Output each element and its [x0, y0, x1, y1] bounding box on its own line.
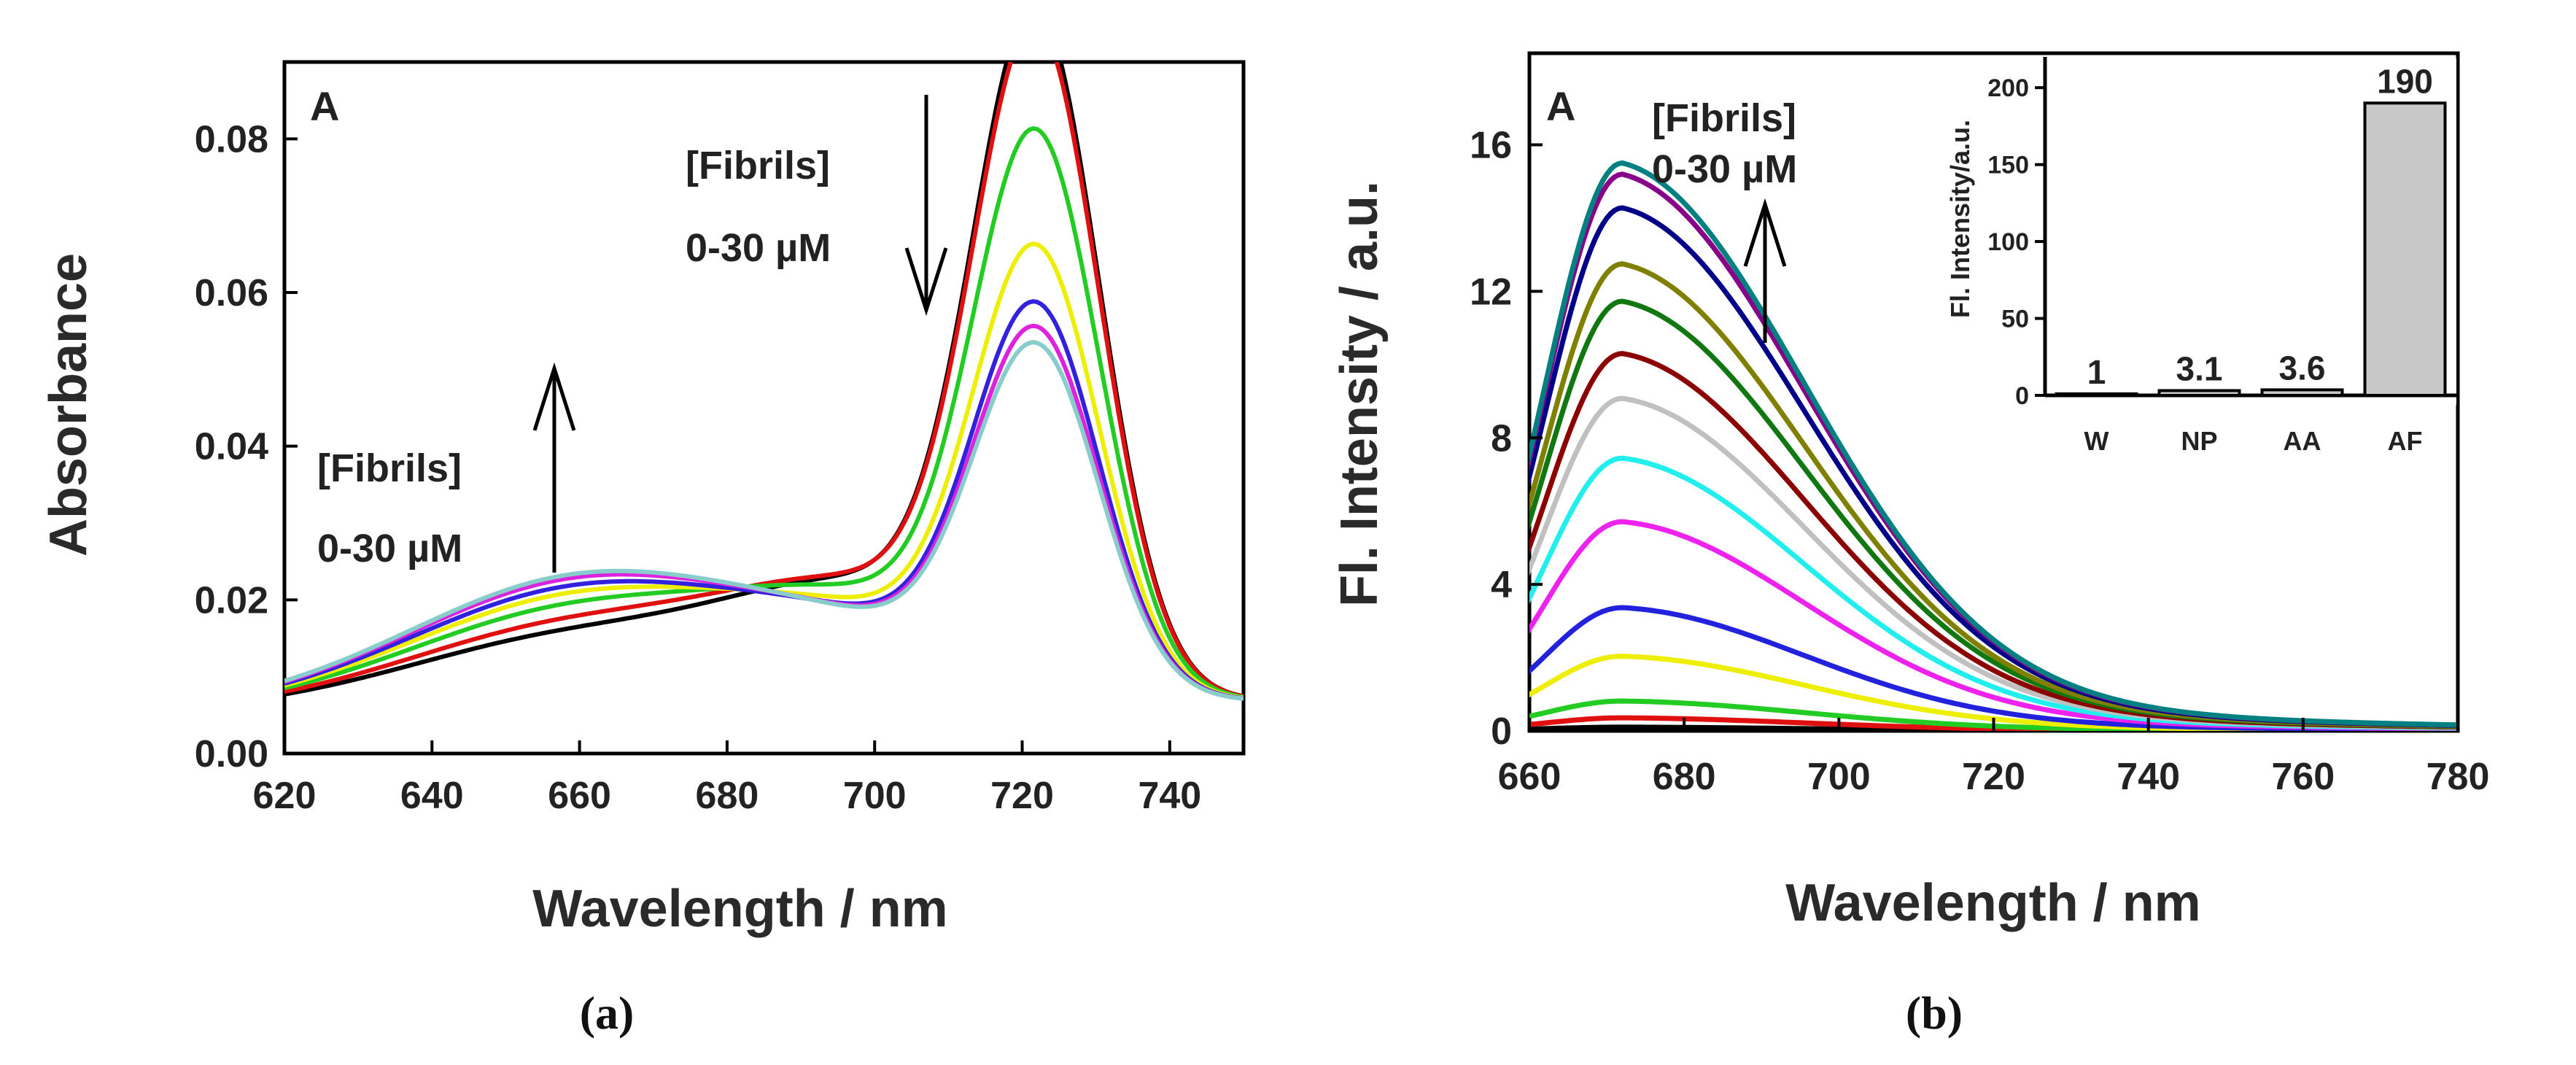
chart-a-y-tick-label: 0.00 — [195, 733, 268, 775]
chart-a-annotation-range-top: 0-30 µM — [686, 226, 831, 270]
chart-a-y-tick-label: 0.08 — [195, 118, 268, 160]
chart-b-x-axis-label: Wavelength / nm — [1785, 874, 2200, 932]
inset-category-label: NP — [2181, 426, 2217, 456]
inset-bar-value-label: 3.6 — [2279, 349, 2326, 387]
chart-a-y-axis-label: Absorbance — [39, 253, 98, 557]
inset-bars: 1 W 3.1 NP 3.6 AA 190 AF — [2055, 62, 2447, 456]
chart-b-y-ticks: 0 4 8 12 16 — [1470, 125, 1543, 753]
chart-a-annotation-fibrils-top: [Fibrils] — [686, 144, 830, 187]
inset-y-tick-label: 150 — [1987, 152, 2029, 179]
chart-b-series-line — [1529, 395, 2458, 730]
chart-a-plot-frame — [282, 60, 1246, 756]
chart-a-panel-letter: A — [310, 83, 339, 129]
chart-b-annotation-fibrils: [Fibrils] — [1652, 96, 1796, 140]
inset-bar — [2157, 389, 2241, 397]
chart-b-x-tick-label: 760 — [2271, 756, 2335, 798]
chart-b-x-tick-label: 680 — [1653, 756, 1716, 798]
inset-y-tick-label: 100 — [1987, 228, 2029, 256]
chart-a-x-tick-label: 680 — [696, 775, 759, 817]
chart-b-series-line — [1529, 519, 2458, 731]
chart-b-y-tick-label: 8 — [1491, 417, 1512, 460]
chart-b-y-tick-label: 16 — [1470, 125, 1512, 167]
chart-b-y-tick-label: 4 — [1491, 564, 1512, 606]
chart-a: 620 640 660 680 700 720 740 0.000.020.040.060.… — [39, 60, 1246, 938]
chart-a-annotation-range-left: 0-30 µM — [317, 527, 462, 570]
chart-b-x-tick-label: 660 — [1498, 756, 1561, 798]
chart-a-x-tick-label: 660 — [548, 775, 611, 817]
chart-b: 660 680 700 720 740 760 780 0 4 8 12 16 A [Fibrils… — [1330, 51, 2490, 932]
caption-a: (a) — [580, 987, 635, 1039]
chart-a-x-axis-label: Wavelength / nm — [532, 880, 947, 938]
chart-a-x-tick-label: 720 — [990, 775, 1054, 817]
caption-b: (b) — [1906, 987, 1963, 1039]
inset-bar-value-label: 190 — [2377, 62, 2433, 100]
chart-a-x-tick-label: 640 — [400, 775, 464, 817]
up-arrow-icon — [532, 362, 576, 573]
chart-a-y-tick-label: 0.02 — [195, 579, 268, 621]
chart-a-y-ticks: 0.00 0.02 0.04 0.06 0.08 — [195, 118, 298, 775]
chart-a-x-tick-label: 700 — [843, 775, 907, 817]
inset-y-axis-label: Fl. Intensity/a.u. — [1945, 120, 1975, 318]
chart-b-x-ticks: 660 680 700 720 740 760 780 — [1498, 718, 2490, 798]
chart-a-x-ticks: 620 640 660 680 700 720 740 — [253, 740, 1201, 817]
chart-b-panel-letter: A — [1546, 83, 1575, 129]
chart-b-series-line — [1529, 455, 2458, 731]
chart-a-y-tick-label: 0.04 — [195, 426, 268, 468]
chart-b-x-tick-label: 780 — [2426, 756, 2490, 798]
chart-a-y-tick-label: 0.06 — [195, 272, 268, 314]
chart-b-x-tick-label: 720 — [1962, 756, 2025, 798]
chart-b-x-tick-label: 700 — [1807, 756, 1871, 798]
inset-category-label: AF — [2388, 426, 2423, 456]
chart-a-series-group — [284, 62, 1244, 701]
inset-bar-value-label: 3.1 — [2176, 349, 2223, 387]
chart-a-annotation-fibrils-left: [Fibrils] — [317, 446, 462, 490]
chart-b-y-tick-label: 12 — [1470, 271, 1512, 313]
up-arrow-icon — [1743, 198, 1787, 343]
chart-a-series-line — [284, 126, 1244, 700]
chart-b-y-tick-label: 0 — [1491, 710, 1512, 753]
down-arrow-icon — [904, 95, 948, 317]
inset-y-tick-label: 200 — [1987, 74, 2029, 102]
chart-a-x-tick-label: 740 — [1138, 775, 1201, 817]
chart-b-y-axis-label: Fl. Intensity / a.u. — [1330, 181, 1389, 607]
inset-y-ticks: 0 50 100 150 200 — [1987, 74, 2045, 410]
inset-y-tick-label: 50 — [2001, 306, 2029, 333]
chart-b-x-tick-label: 740 — [2117, 756, 2180, 798]
chart-b-annotation-range: 0-30 µM — [1652, 147, 1797, 191]
inset-bar — [2363, 101, 2447, 397]
chart-a-x-tick-label: 620 — [253, 775, 317, 817]
inset-chart: 1 W 3.1 NP 3.6 AA 190 AF 0 50 100 150 200 Fl. Inten… — [1933, 57, 2456, 456]
chart-b-series-group — [1529, 160, 2458, 731]
chart-b-series-line — [1529, 160, 2458, 728]
inset-bar — [2055, 392, 2138, 398]
chart-a-series-line — [284, 340, 1244, 701]
inset-bar — [2260, 388, 2344, 398]
inset-y-tick-label: 0 — [2015, 382, 2029, 410]
inset-bar-value-label: 1 — [2087, 353, 2106, 391]
inset-category-label: W — [2084, 426, 2109, 456]
inset-category-label: AA — [2284, 426, 2321, 456]
